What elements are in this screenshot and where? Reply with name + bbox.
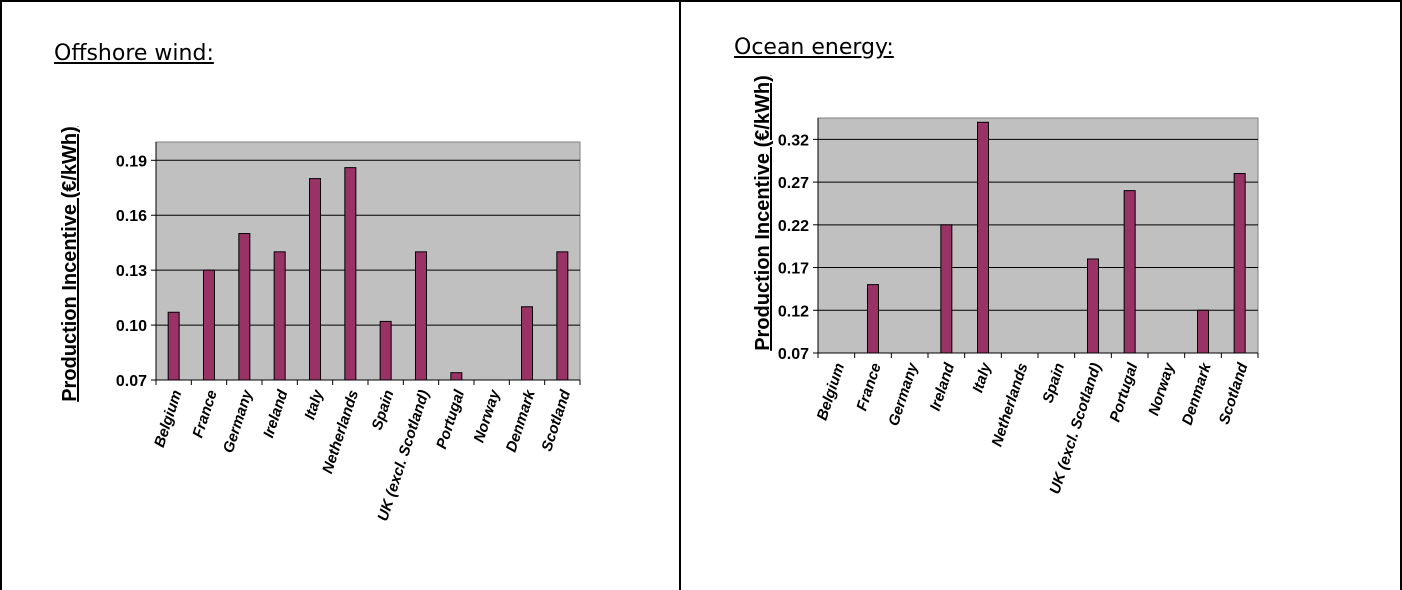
y-tick-label: 0.16 [116,208,147,225]
bar [238,233,251,381]
x-category-label: Portugal [1107,360,1142,424]
y-tick-label: 0.13 [116,263,147,280]
bar [1123,190,1136,354]
x-category-label: Portugal [433,387,468,451]
y-axis-title: Production Incentive (€/kWh) [752,75,774,351]
bar [203,269,215,381]
bar [940,224,953,354]
bar [556,251,569,381]
center-divider [679,0,681,590]
x-category-label: Norway [471,387,504,444]
x-category-label: Belgium [814,361,848,423]
x-category-label: Germany [885,360,921,428]
left-border [0,0,2,590]
y-tick-label: 0.19 [116,153,147,170]
x-category-label: France [189,388,220,440]
y-tick-label: 0.07 [116,373,147,390]
bar [521,306,533,381]
y-axis-title: Production Incentive (€/kWh) [59,126,81,402]
bar [344,167,357,381]
offshore-wind-chart: 0.07 0.10 0.13 0.16 0.19 Belgium France Germany… [59,126,581,523]
x-category-label: Norway [1145,360,1178,417]
x-category-label: Belgium [151,388,185,450]
x-category-label: Italy [969,360,995,394]
y-tick-label: 0.17 [778,261,809,278]
y-tick-label: 0.32 [778,132,809,149]
x-category-label: France [853,361,884,413]
bar [450,372,463,381]
bar [1197,309,1209,354]
y-tick-label: 0.07 [778,346,809,363]
bar [379,320,392,381]
ocean-energy-chart: 0.07 0.12 0.17 0.22 0.27 0.32 Belgium France Ger… [752,75,1259,496]
x-category-label: Germany [220,387,256,455]
x-category-label: Denmark [503,387,539,454]
x-category-label: Spain [1039,361,1068,405]
y-tick-label: 0.12 [778,303,809,320]
x-category-label: Italy [301,387,327,421]
x-category-label: Netherlands [319,388,362,476]
bar [977,121,989,354]
bar [1087,258,1099,354]
y-tick-label: 0.27 [778,175,809,192]
y-tick-label: 0.22 [778,218,809,235]
bar [309,178,321,381]
x-category-label: Netherlands [989,361,1032,449]
ocean-energy-title: Ocean energy: [734,35,894,60]
x-category-label: Ireland [927,360,959,413]
plot-area [817,117,1259,354]
x-category-label: Scotland [538,387,574,453]
offshore-wind-title: Offshore wind: [54,41,214,66]
y-tick-label: 0.10 [116,318,147,335]
x-category-label: Spain [369,388,398,432]
bar [1233,173,1246,354]
x-category-label: Ireland [260,387,292,440]
plot-area [155,141,581,381]
x-category-label: Denmark [1179,360,1215,427]
x-category-label: Scotland [1216,360,1252,426]
bar [273,251,286,381]
bar [167,311,180,381]
top-border [0,0,1402,2]
bar [867,284,879,354]
right-border [1400,0,1402,590]
bar [415,251,427,381]
